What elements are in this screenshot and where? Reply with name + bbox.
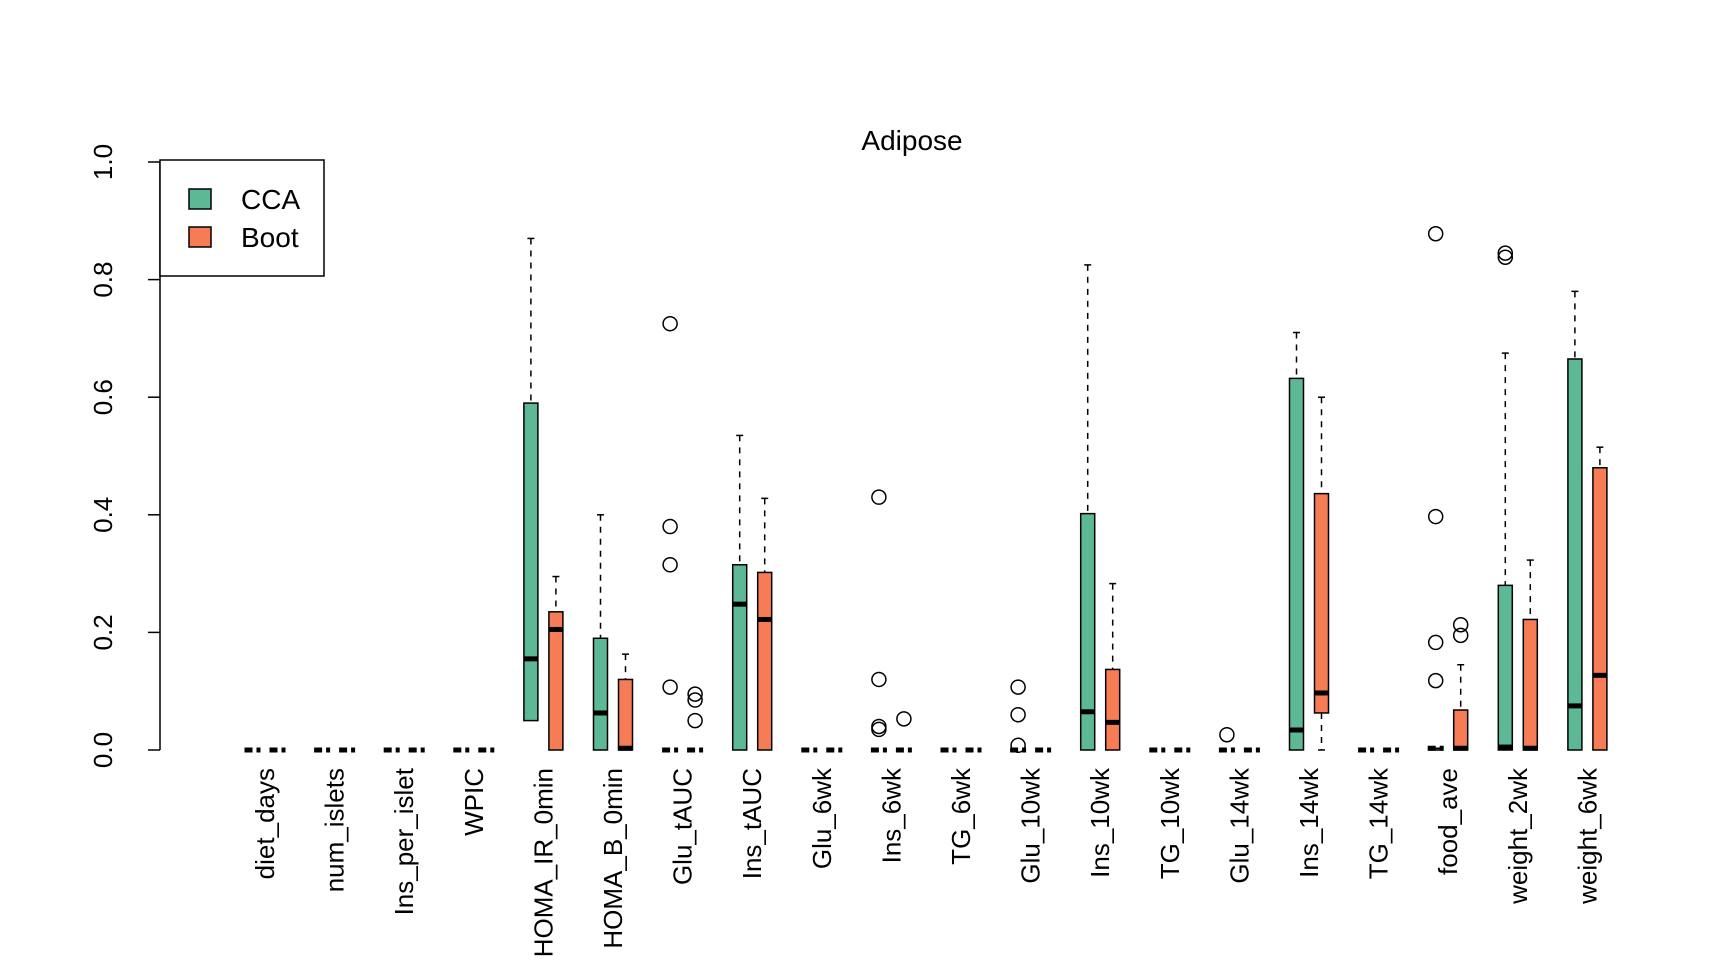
x-tick-label: Ins_per_islet (389, 767, 419, 915)
y-tick-label: 0.4 (88, 497, 118, 533)
y-tick-label: 0.0 (88, 732, 118, 768)
box-plots (244, 225, 1608, 754)
box-cca-food_ave (1427, 225, 1444, 751)
x-tick-label: TG_14wk (1364, 767, 1394, 879)
box-rect (1288, 377, 1305, 751)
outlier-point (1010, 737, 1026, 754)
outlier-point (687, 686, 703, 702)
outlier-point (1497, 245, 1514, 261)
box-rect (523, 402, 539, 722)
box-cca-HOMA_B_0min (592, 514, 609, 751)
chart-title: Adipose (861, 125, 962, 156)
box-rect (756, 571, 773, 751)
x-tick-label: TG_10wk (1155, 767, 1185, 879)
box-rect (617, 678, 634, 751)
legend-label-boot: Boot (241, 222, 299, 253)
box-boot-HOMA_B_0min (617, 653, 634, 751)
y-tick-label: 0.2 (88, 614, 118, 650)
x-tick-label: diet_days (250, 768, 280, 879)
box-rect (1592, 467, 1608, 751)
x-tick-label: TG_6wk (946, 767, 976, 865)
outlier-point (871, 718, 887, 735)
x-tick-label: Glu_tAUC (668, 768, 698, 885)
box-cca-Glu_10wk (1010, 679, 1027, 754)
x-tick-label: HOMA_IR_0min (528, 768, 558, 957)
box-boot-Ins_10wk (1104, 582, 1121, 751)
x-tick-label: Ins_14wk (1294, 767, 1324, 878)
outlier-point (1010, 679, 1026, 695)
y-tick-label: 0.6 (88, 379, 118, 415)
outlier-point (687, 692, 703, 708)
box-cca-Ins_6wk (870, 489, 887, 753)
box-boot-HOMA_IR_0min (548, 575, 564, 751)
y-tick-label: 0.8 (88, 262, 118, 298)
outlier-point (1427, 672, 1444, 689)
box-boot-weight_2wk (1522, 559, 1539, 751)
outlier-point (1010, 706, 1026, 723)
outlier-point (662, 679, 678, 695)
box-cca-weight_2wk (1497, 245, 1514, 751)
x-tick-label: num_islets (320, 768, 350, 892)
x-tick-label: Ins_tAUC (737, 768, 767, 879)
box-rect (1313, 492, 1330, 714)
x-tick-label: weight_6wk (1572, 767, 1602, 905)
outlier-point (687, 712, 703, 729)
x-tick-label: HOMA_B_0min (598, 768, 628, 949)
x-axis-labels: diet_days num_islets Ins_per_islet WPIC HOMA… (250, 767, 1602, 957)
x-tick-label: weight_2wk (1503, 767, 1533, 905)
box-cca-weight_6wk (1567, 290, 1583, 751)
outlier-point (662, 315, 678, 332)
box-cca-HOMA_IR_0min (523, 237, 539, 722)
legend-swatch-cca (188, 188, 212, 210)
outlier-point (1497, 249, 1514, 266)
box-rect (1104, 668, 1121, 751)
x-tick-label: Ins_10wk (1085, 767, 1115, 878)
outlier-point (871, 489, 887, 505)
box-cca-Ins_tAUC (731, 434, 748, 751)
box-cca-Glu_14wk (1218, 726, 1235, 753)
outlier-point (1427, 508, 1444, 525)
y-tick-label: 1.0 (88, 144, 118, 180)
box-rect (592, 637, 609, 751)
outlier-point (1452, 627, 1469, 644)
box-rect (1452, 709, 1469, 751)
legend-swatch-boot (188, 226, 212, 248)
legend: CCA Boot (159, 159, 325, 277)
outlier-point (871, 671, 887, 688)
x-tick-label: food_ave (1433, 768, 1463, 875)
box-boot-Ins_tAUC (756, 497, 773, 751)
box-boot-weight_6wk (1592, 446, 1608, 751)
x-tick-label: Glu_6wk (807, 767, 837, 869)
box-boot-Ins_6wk (895, 711, 912, 753)
outlier-point (1427, 225, 1444, 242)
box-rect (731, 564, 748, 751)
y-axis: 0.0 0.2 0.4 0.6 0.8 1.0 (88, 144, 161, 768)
x-tick-label: Glu_10wk (1016, 767, 1046, 884)
box-boot-Glu_tAUC (687, 686, 704, 753)
box-rect (1522, 618, 1539, 751)
box-rect (1567, 358, 1583, 751)
box-boot-food_ave (1452, 617, 1469, 751)
x-tick-label: WPIC (459, 768, 489, 836)
x-tick-label: Glu_14wk (1224, 767, 1254, 884)
outlier-point (1452, 617, 1469, 633)
box-rect (1497, 584, 1514, 751)
outlier-point (662, 557, 678, 573)
box-cca-Ins_10wk (1079, 264, 1096, 751)
box-boot-Ins_14wk (1313, 396, 1330, 751)
outlier-point (896, 711, 912, 727)
outlier-point (662, 518, 678, 535)
legend-box (159, 159, 325, 277)
outlier-point (871, 721, 887, 738)
outlier-point (1219, 726, 1235, 743)
outlier-point (1427, 634, 1444, 651)
box-rect (548, 611, 564, 751)
box-rect (1079, 512, 1096, 751)
x-tick-label: Ins_6wk (876, 767, 906, 863)
legend-label-cca: CCA (241, 184, 300, 215)
box-cca-Glu_tAUC (662, 315, 679, 753)
box-cca-Ins_14wk (1288, 331, 1305, 751)
